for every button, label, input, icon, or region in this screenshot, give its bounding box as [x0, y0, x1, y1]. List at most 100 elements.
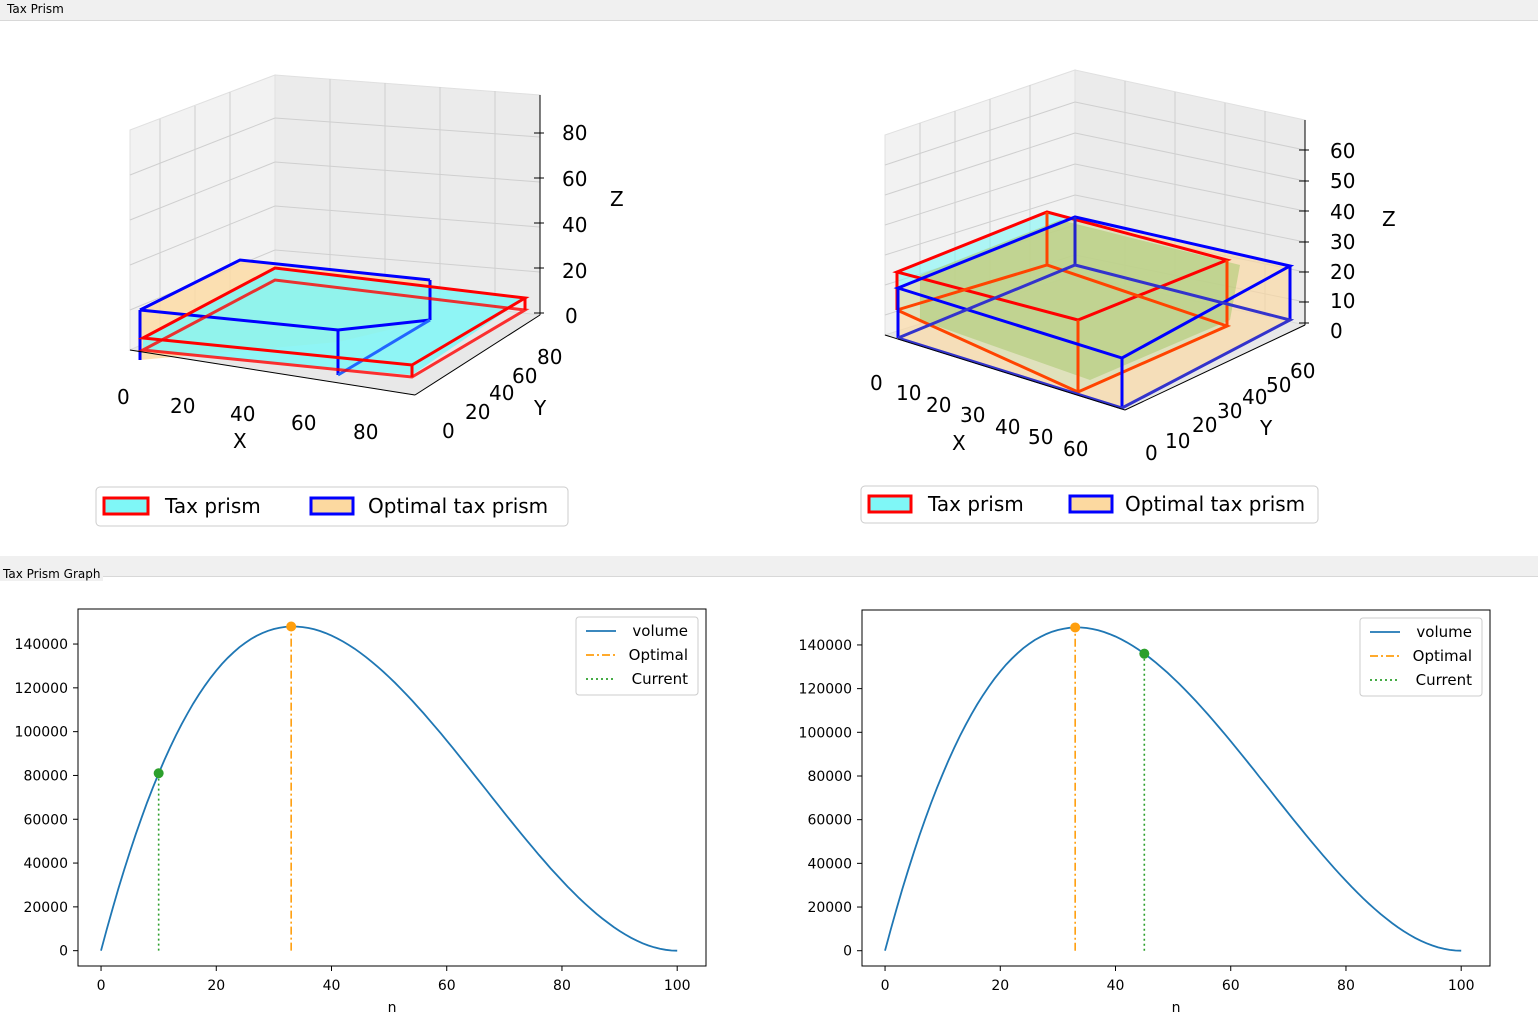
- z-tick-0: 0: [1330, 319, 1343, 343]
- y-tick-50: 50: [1266, 373, 1291, 397]
- legend-label-2: Current: [632, 670, 688, 688]
- z-tick-10: 10: [1330, 289, 1355, 313]
- prism-3d-plot-left[interactable]: 80 60 40 20 0 Z 0 20 40 60 80 X 0 20 40 …: [0, 20, 700, 540]
- chart-legend: [1359, 617, 1483, 697]
- y-tick-20: 20: [465, 400, 490, 424]
- z-tick-30: 30: [1330, 230, 1355, 254]
- tax-prism-groupbox-header: [0, 0, 1538, 21]
- legend-optimal-label: Optimal tax prism: [368, 494, 548, 518]
- x-tick-80: 80: [353, 420, 378, 444]
- x-tick-label: 40: [323, 978, 341, 994]
- volume-line: [884, 626, 1462, 952]
- y-tick-label: 140000: [15, 637, 68, 653]
- optimal-point: [286, 621, 297, 632]
- x-tick-60: 60: [1063, 437, 1088, 461]
- x-tick-label: 20: [991, 978, 1009, 994]
- prism-3d-plot-right[interactable]: 60 50 40 30 20 10 0 Z 0 10 20 30 40 50 6…: [760, 20, 1460, 540]
- legend-swatch-optimal: [1068, 494, 1114, 514]
- x-tick-40: 40: [230, 402, 255, 426]
- tax-prism-graph-group-title: Tax Prism Graph: [0, 567, 104, 581]
- tax-prism-graph-groupbox-header: [0, 556, 1538, 577]
- x-tick-20: 20: [170, 394, 195, 418]
- z-axis-label: Z: [610, 187, 624, 211]
- z-tick-60: 60: [1330, 139, 1355, 163]
- y-tick-40: 40: [489, 381, 514, 405]
- y-tick-label: 80000: [23, 768, 68, 784]
- y-tick-label: 0: [59, 944, 68, 960]
- x-tick-label: 60: [1222, 978, 1240, 994]
- x-tick-60: 60: [291, 411, 316, 435]
- z-tick-0: 0: [565, 304, 578, 328]
- y-tick-80: 80: [537, 345, 562, 369]
- x-tick-0: 0: [117, 385, 130, 409]
- legend-label-0: volume: [1416, 623, 1472, 641]
- x-tick-0: 0: [870, 371, 883, 395]
- prism-legend-left: Tax prism Optimal tax prism: [95, 486, 569, 527]
- legend-swatch-tax: [102, 496, 150, 516]
- y-tick-label: 120000: [799, 682, 852, 698]
- x-axis-label: n: [388, 1000, 397, 1016]
- chart-legend: [575, 616, 699, 696]
- z-tick-80: 80: [562, 121, 587, 145]
- legend-label-1: Optimal: [1413, 647, 1472, 665]
- legend-tax-label: Tax prism: [927, 492, 1024, 516]
- volume-chart-left[interactable]: 0 20 40 60 80 100 0 20000 40000 60000 80000 100000 1…: [0, 584, 730, 1024]
- y-tick-10: 10: [1165, 429, 1190, 453]
- x-tick-label: 20: [207, 978, 225, 994]
- y-tick-30: 30: [1217, 399, 1242, 423]
- legend-optimal-label: Optimal tax prism: [1125, 492, 1305, 516]
- volume-chart-right[interactable]: 0 20 40 60 80 100 0 20000 40000 60000 80000 100000 1…: [760, 584, 1520, 1024]
- legend-tax-label: Tax prism: [164, 494, 261, 518]
- y-tick-label: 40000: [807, 856, 852, 872]
- y-tick-60: 60: [1290, 359, 1315, 383]
- y-axis-label: Y: [533, 396, 547, 420]
- x-tick-label: 100: [664, 978, 691, 994]
- x-tick-label: 0: [881, 978, 890, 994]
- y-tick-label: 20000: [23, 900, 68, 916]
- current-point: [1139, 648, 1150, 659]
- y-tick-label: 60000: [23, 812, 68, 828]
- y-tick-label: 60000: [807, 813, 852, 829]
- x-axis-label: n: [1172, 1000, 1181, 1016]
- x-tick-label: 60: [438, 978, 456, 994]
- z-axis-label: Z: [1382, 207, 1396, 231]
- y-tick-label: 140000: [799, 638, 852, 654]
- x-tick-label: 40: [1107, 978, 1125, 994]
- x-tick-30: 30: [960, 403, 985, 427]
- z-tick-50: 50: [1330, 169, 1355, 193]
- tax-prism-group-title: Tax Prism: [4, 2, 67, 16]
- y-tick-20: 20: [1192, 413, 1217, 437]
- z-tick-40: 40: [1330, 200, 1355, 224]
- legend-label-0: volume: [632, 622, 688, 640]
- y-tick-label: 40000: [23, 856, 68, 872]
- current-point: [153, 768, 164, 779]
- x-tick-label: 100: [1448, 978, 1475, 994]
- x-axis-label: X: [952, 431, 966, 455]
- prism-legend-right: Tax prism Optimal tax prism: [860, 485, 1319, 524]
- optimal-point: [1070, 622, 1081, 633]
- legend-label-2: Current: [1416, 671, 1472, 689]
- y-tick-label: 100000: [15, 725, 68, 741]
- x-axis-label: X: [233, 429, 247, 453]
- x-tick-10: 10: [896, 381, 921, 405]
- x-tick-label: 80: [1337, 978, 1355, 994]
- x-tick-20: 20: [926, 393, 951, 417]
- z-tick-60: 60: [562, 167, 587, 191]
- x-tick-40: 40: [995, 415, 1020, 439]
- y-tick-label: 80000: [807, 769, 852, 785]
- y-tick-40: 40: [1242, 385, 1267, 409]
- z-tick-20: 20: [1330, 260, 1355, 284]
- y-tick-0: 0: [1145, 441, 1158, 465]
- y-tick-label: 100000: [799, 725, 852, 741]
- y-tick-60: 60: [512, 364, 537, 388]
- y-tick-label: 0: [843, 944, 852, 960]
- volume-line: [100, 625, 678, 952]
- y-tick-label: 20000: [807, 900, 852, 916]
- legend-swatch-optimal: [309, 496, 355, 516]
- legend-label-1: Optimal: [629, 646, 688, 664]
- z-tick-20: 20: [562, 259, 587, 283]
- y-tick-0: 0: [442, 419, 455, 443]
- y-axis-label: Y: [1259, 416, 1273, 440]
- legend-swatch-tax: [867, 494, 913, 514]
- y-tick-label: 120000: [15, 681, 68, 697]
